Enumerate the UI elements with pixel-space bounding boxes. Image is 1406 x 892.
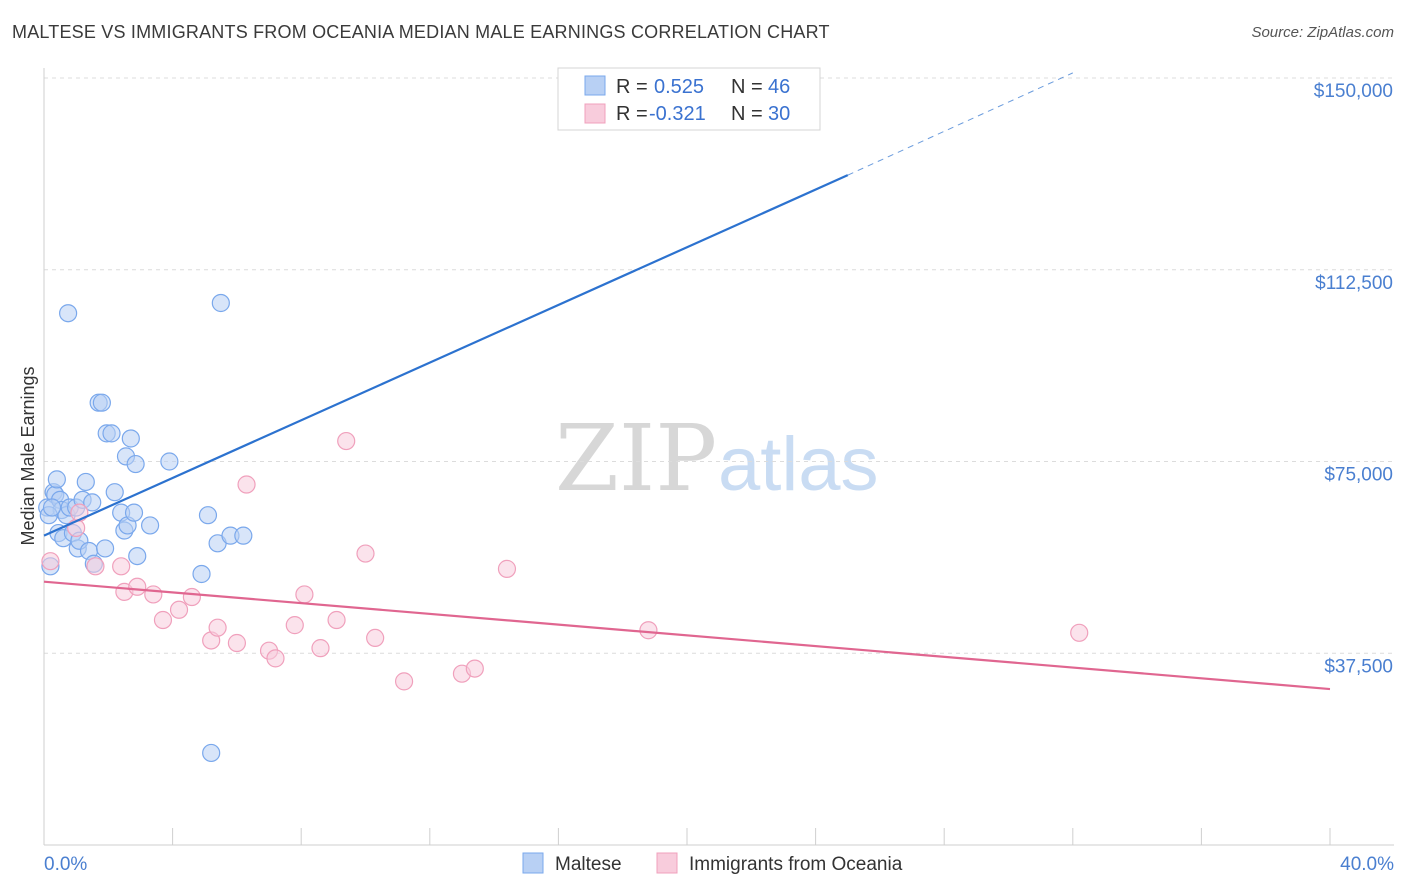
watermark-zip: ZIP — [555, 405, 717, 512]
legend-r-label-oceania: R = — [616, 103, 648, 125]
y-tick-label: $75,000 — [1324, 465, 1393, 486]
y-tick-label: $112,500 — [1315, 273, 1393, 294]
oceania-point — [639, 621, 658, 640]
oceania-point — [208, 618, 227, 637]
maltese-trendline — [43, 174, 849, 537]
oceania-point — [144, 585, 163, 604]
watermark-atlas: atlas — [718, 422, 879, 507]
oceania-trendline — [43, 580, 1331, 691]
oceania-point — [237, 475, 256, 494]
legend-n-value-maltese: 46 — [768, 76, 790, 98]
oceania-point — [394, 672, 414, 691]
y-tick-label: $37,500 — [1324, 656, 1393, 677]
legend-swatch-maltese — [584, 75, 606, 96]
maltese-point — [47, 470, 66, 489]
legend-r-value-oceania: -0.321 — [649, 103, 706, 125]
y-tick-label: $150,000 — [1314, 81, 1393, 102]
oceania-point — [497, 559, 517, 578]
maltese-point — [234, 526, 253, 545]
legend-n-label-oceania: N = — [731, 103, 763, 125]
maltese-point — [59, 304, 78, 323]
oceania-point — [327, 610, 346, 630]
maltese-point — [140, 516, 160, 535]
oceania-point — [227, 633, 246, 653]
oceania-point — [112, 557, 131, 576]
bottom-legend-swatch-oceania — [656, 852, 678, 874]
oceania-point — [128, 577, 147, 596]
oceania-point — [285, 616, 304, 635]
maltese-point — [160, 452, 179, 471]
oceania-point — [1070, 623, 1089, 642]
maltese-point — [198, 506, 218, 525]
oceania-point — [337, 431, 356, 451]
maltese-point — [211, 293, 230, 313]
legend-n-label-maltese: N = — [731, 76, 763, 98]
maltese-point — [42, 498, 62, 517]
maltese-point — [121, 429, 140, 448]
y-axis-label: Median Male Earnings — [18, 366, 38, 545]
maltese-point — [105, 483, 124, 502]
oceania-point — [311, 639, 330, 658]
oceania-point — [41, 552, 60, 571]
oceania-point — [356, 544, 375, 563]
maltese-point — [192, 564, 211, 584]
maltese-point — [83, 493, 102, 512]
maltese-trendline-extension — [847, 72, 1074, 176]
maltese-point — [92, 393, 111, 412]
legend-swatch-oceania — [584, 103, 606, 124]
maltese-point — [124, 503, 144, 522]
legend-r-label-maltese: R = — [616, 76, 648, 98]
oceania-point — [169, 600, 189, 619]
chart-title: MALTESE VS IMMIGRANTS FROM OCEANIA MEDIA… — [12, 22, 830, 42]
x-tick-label-max: 40.0% — [1340, 854, 1394, 875]
oceania-point — [366, 628, 385, 648]
bottom-legend-label-maltese: Maltese — [555, 854, 622, 875]
bottom-legend-label-oceania: Immigrants from Oceania — [689, 854, 903, 875]
y-tick-labels: $37,500 $75,000 $112,500 $150,000 — [1314, 81, 1393, 677]
bottom-legend: Maltese Immigrants from Oceania — [522, 852, 903, 875]
x-tick-marks — [43, 828, 1331, 845]
maltese-point — [202, 743, 221, 763]
maltese-point — [128, 546, 147, 566]
oceania-point — [295, 585, 314, 604]
bottom-legend-swatch-maltese — [522, 852, 544, 874]
trendlines — [43, 72, 1331, 691]
oceania-point — [266, 649, 285, 668]
x-tick-label-min: 0.0% — [44, 854, 87, 875]
maltese-point — [76, 472, 95, 492]
oceania-point — [86, 557, 105, 576]
maltese-point — [102, 424, 121, 443]
maltese-point — [95, 539, 115, 558]
maltese-point — [126, 454, 145, 474]
legend-box: R = 0.525 N = 46 R = -0.321 N = 30 — [557, 67, 821, 131]
legend-r-value-maltese: 0.525 — [654, 76, 704, 98]
legend-n-value-oceania: 30 — [768, 103, 790, 125]
oceania-point — [182, 587, 201, 607]
chart-source: Source: ZipAtlas.com — [1251, 24, 1394, 41]
watermark: ZIP atlas — [555, 405, 879, 512]
oceania-point — [465, 659, 484, 678]
oceania-point — [153, 610, 173, 630]
grid — [44, 77, 1394, 654]
